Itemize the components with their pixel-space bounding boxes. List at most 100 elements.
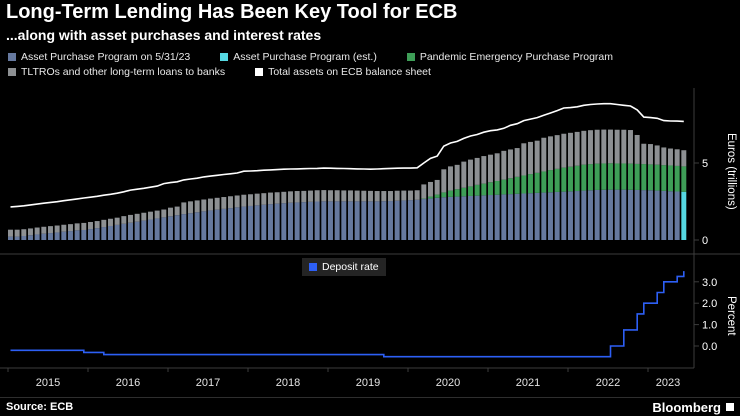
bar-segment bbox=[261, 193, 267, 205]
bar-segment bbox=[381, 191, 387, 202]
bar-segment bbox=[408, 190, 413, 201]
pepp-swatch-icon bbox=[406, 53, 415, 61]
bar-segment bbox=[528, 141, 533, 175]
bar-segment bbox=[674, 165, 680, 192]
bar-segment bbox=[581, 130, 587, 165]
bar-segment bbox=[621, 163, 627, 190]
bar-segment bbox=[661, 190, 667, 240]
bar-segment bbox=[568, 191, 573, 240]
bar-segment bbox=[234, 207, 240, 240]
bar-segment bbox=[434, 197, 440, 240]
y-tick-label: 3.0 bbox=[702, 277, 717, 289]
legend-item-total-assets: Total assets on ECB balance sheet bbox=[255, 66, 431, 78]
bar-segment bbox=[108, 218, 113, 226]
bar-segment bbox=[454, 189, 460, 197]
bar-segment bbox=[21, 229, 27, 236]
bar-segment bbox=[114, 217, 120, 225]
bar-segment bbox=[201, 199, 207, 212]
total-assets-swatch-icon bbox=[255, 68, 264, 76]
bar-segment bbox=[361, 190, 367, 202]
total-assets-line bbox=[10, 102, 684, 208]
bar-segment bbox=[608, 163, 613, 190]
bar-segment bbox=[434, 179, 440, 195]
bar-segment bbox=[481, 183, 487, 196]
bar-segment bbox=[221, 197, 227, 209]
bar-segment bbox=[68, 231, 73, 240]
bar-segment bbox=[294, 202, 300, 240]
bar-segment bbox=[601, 129, 607, 164]
bar-segment bbox=[214, 197, 220, 210]
bar-segment bbox=[628, 163, 633, 190]
bar-segment bbox=[221, 208, 227, 240]
bar-segment bbox=[14, 229, 20, 237]
bar-segment bbox=[348, 190, 353, 202]
bar-segment bbox=[568, 132, 573, 167]
bar-segment bbox=[648, 164, 653, 191]
bar-segment bbox=[454, 164, 460, 190]
bar-segment bbox=[81, 229, 87, 240]
bar-segment bbox=[408, 200, 413, 240]
bar-segment bbox=[254, 193, 260, 206]
bar-segment bbox=[668, 165, 673, 192]
bar-segment bbox=[208, 198, 213, 211]
bar-segment bbox=[494, 194, 500, 240]
bar-segment bbox=[594, 189, 600, 240]
bar-segment bbox=[374, 191, 380, 202]
bar-segment bbox=[594, 129, 600, 164]
bar-segment bbox=[488, 195, 493, 240]
bar-segment bbox=[101, 219, 107, 228]
bar-segment bbox=[474, 184, 480, 196]
bar-segment bbox=[528, 193, 533, 240]
bar-segment bbox=[414, 190, 420, 200]
bar-segment bbox=[588, 130, 593, 165]
bar-segment bbox=[521, 193, 527, 240]
bar-segment bbox=[441, 192, 447, 198]
bar-segment bbox=[114, 224, 120, 240]
bar-segment bbox=[61, 224, 67, 232]
bar-segment bbox=[468, 195, 473, 240]
bar-segment bbox=[288, 191, 293, 203]
bar-segment bbox=[341, 201, 347, 240]
bar-segment bbox=[648, 144, 653, 165]
bar-segment bbox=[594, 163, 600, 190]
year-label: 2020 bbox=[436, 377, 460, 389]
bar-segment bbox=[554, 135, 560, 169]
bar-segment bbox=[681, 166, 687, 192]
bar-segment bbox=[614, 189, 620, 240]
tltro-swatch-icon bbox=[8, 68, 16, 76]
bar-segment bbox=[388, 201, 393, 240]
bar-segment bbox=[328, 201, 333, 240]
bar-segment bbox=[514, 193, 520, 240]
legend-row-2: TLTROs and other long-term loans to bank… bbox=[8, 66, 613, 78]
bar-segment bbox=[614, 129, 620, 164]
year-label: 2021 bbox=[516, 377, 540, 389]
bar-segment bbox=[14, 236, 20, 240]
chart-canvas: 5 0 3.0 2.0 1.0 0.0 2015 2016 2017 2018 2019 2020 20… bbox=[0, 88, 740, 389]
bar-segment bbox=[634, 189, 640, 240]
bar-segment bbox=[314, 190, 320, 202]
bar-segment bbox=[48, 233, 53, 240]
bar-segment bbox=[581, 164, 587, 191]
bar-segment bbox=[194, 212, 200, 240]
bar-segment bbox=[501, 179, 507, 195]
bar-segment bbox=[588, 190, 593, 240]
bar-segment bbox=[368, 201, 373, 240]
legend-label: Asset Purchase Program on 5/31/23 bbox=[21, 51, 191, 63]
bar-segment bbox=[241, 206, 247, 240]
bar-segment bbox=[561, 133, 567, 168]
bar-segment bbox=[541, 171, 547, 193]
bar-segment bbox=[621, 189, 627, 240]
bar-segment bbox=[148, 219, 153, 240]
bar-segment bbox=[654, 190, 660, 240]
legend-label: Pandemic Emergency Purchase Program bbox=[419, 51, 613, 63]
bar-segment bbox=[334, 190, 340, 202]
bar-segment bbox=[161, 217, 167, 240]
bloomberg-logo: Bloomberg bbox=[652, 400, 734, 415]
bar-segment bbox=[561, 167, 567, 192]
bar-segment bbox=[661, 165, 667, 191]
bar-segment bbox=[141, 212, 147, 221]
legend-item-tltro: TLTROs and other long-term loans to bank… bbox=[8, 66, 225, 78]
bar-segment bbox=[601, 163, 607, 190]
bar-segment bbox=[648, 190, 653, 240]
